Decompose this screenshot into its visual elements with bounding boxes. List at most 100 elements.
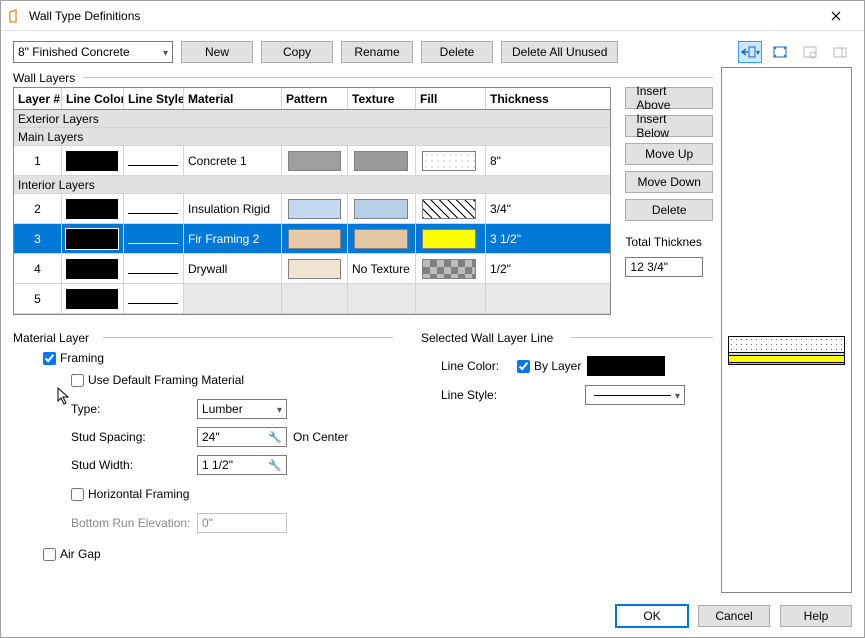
texture-swatch[interactable]	[354, 229, 408, 249]
col-thickness[interactable]: Thickness	[486, 88, 610, 109]
library-icon[interactable]	[828, 41, 852, 63]
line-color-chip[interactable]	[66, 289, 118, 309]
full-extent-icon[interactable]	[768, 41, 792, 63]
stud-width-input[interactable]: 1 1/2"🔧	[197, 455, 287, 475]
cell-layer-num: 2	[14, 194, 62, 223]
col-pattern[interactable]: Pattern	[282, 88, 348, 109]
fill-swatch[interactable]	[422, 229, 476, 249]
cell-thickness: 3/4"	[486, 194, 610, 223]
delete-row-button[interactable]: Delete	[625, 199, 713, 221]
line-style-chip[interactable]	[128, 243, 178, 244]
wrench-icon[interactable]: 🔧	[268, 459, 282, 472]
framing-label: Framing	[60, 351, 104, 365]
ok-button[interactable]: OK	[616, 605, 688, 627]
app-icon	[9, 9, 23, 23]
pattern-swatch[interactable]	[288, 151, 341, 171]
pattern-swatch[interactable]	[288, 229, 341, 249]
air-gap-checkbox[interactable]: Air Gap	[43, 547, 101, 561]
pattern-swatch[interactable]	[288, 199, 341, 219]
main-layers-row[interactable]: Main Layers	[14, 128, 610, 146]
col-material[interactable]: Material	[184, 88, 282, 109]
table-row[interactable]: 1 Concrete 1 8"	[14, 146, 610, 176]
interior-layers-row[interactable]: Interior Layers	[14, 176, 610, 194]
stud-width-label: Stud Width:	[71, 458, 191, 472]
col-linecolor[interactable]: Line Color	[62, 88, 124, 109]
save-view-icon[interactable]	[798, 41, 822, 63]
by-layer-label: By Layer	[534, 359, 581, 373]
move-down-button[interactable]: Move Down	[625, 171, 713, 193]
cell-material: Drywall	[184, 254, 282, 283]
col-fill[interactable]: Fill	[416, 88, 486, 109]
pattern-swatch[interactable]	[288, 259, 341, 279]
rename-button[interactable]: Rename	[341, 41, 413, 63]
line-color-swatch[interactable]	[587, 356, 665, 376]
air-gap-label: Air Gap	[60, 547, 101, 561]
preview-layer	[728, 336, 845, 352]
line-style-label: Line Style:	[441, 388, 511, 402]
close-button[interactable]	[816, 2, 856, 30]
chevron-down-icon	[675, 388, 680, 402]
on-center-label: On Center	[293, 430, 348, 444]
line-color-label: Line Color:	[441, 359, 511, 373]
exterior-layers-row[interactable]: Exterior Layers	[14, 110, 610, 128]
row-action-buttons: Insert Above Insert Below Move Up Move D…	[625, 87, 713, 315]
line-style-chip[interactable]	[128, 303, 178, 304]
by-layer-checkbox[interactable]: By Layer	[517, 359, 581, 373]
table-row[interactable]: 3 Fir Framing 2 3 1/2"	[14, 224, 610, 254]
col-texture[interactable]: Texture	[348, 88, 416, 109]
line-color-chip[interactable]	[66, 259, 118, 279]
move-up-button[interactable]: Move Up	[625, 143, 713, 165]
line-style-select[interactable]	[585, 385, 685, 405]
preview-layer	[728, 362, 845, 365]
dialog-footer: OK Cancel Help	[616, 605, 852, 627]
texture-swatch[interactable]	[354, 151, 408, 171]
table-row[interactable]: 4 Drywall No Texture 1/2"	[14, 254, 610, 284]
wrench-icon[interactable]: 🔧	[268, 431, 282, 444]
horizontal-framing-checkbox[interactable]: Horizontal Framing	[71, 487, 189, 501]
fill-swatch[interactable]	[422, 151, 476, 171]
window-title: Wall Type Definitions	[29, 9, 140, 23]
framing-checkbox[interactable]: Framing	[43, 351, 104, 365]
line-color-chip[interactable]	[66, 199, 118, 219]
cancel-button[interactable]: Cancel	[698, 605, 770, 627]
delete-button[interactable]: Delete	[421, 41, 493, 63]
table-row[interactable]: 5	[14, 284, 610, 314]
cell-material: Fir Framing 2	[184, 224, 282, 253]
line-color-chip[interactable]	[66, 151, 118, 171]
wall-type-value: 8" Finished Concrete	[18, 45, 130, 59]
top-toolbar: 8" Finished Concrete New Copy Rename Del…	[1, 31, 864, 67]
preview-wall	[728, 336, 845, 365]
line-style-chip[interactable]	[128, 273, 178, 274]
fill-swatch[interactable]	[422, 199, 476, 219]
line-style-chip[interactable]	[128, 165, 178, 166]
insert-above-button[interactable]: Insert Above	[625, 87, 713, 109]
view-tool-icons: ▾	[738, 41, 852, 63]
texture-swatch[interactable]	[354, 199, 408, 219]
selected-line-label: Selected Wall Layer Line	[421, 327, 713, 347]
preview-pane	[721, 67, 852, 593]
new-button[interactable]: New	[181, 41, 253, 63]
chevron-down-icon	[163, 45, 168, 59]
delete-unused-button[interactable]: Delete All Unused	[501, 41, 618, 63]
line-color-chip[interactable]	[66, 229, 118, 249]
bottom-run-input: 0"	[197, 513, 287, 533]
stud-spacing-input[interactable]: 24"🔧	[197, 427, 287, 447]
col-layer[interactable]: Layer #	[14, 88, 62, 109]
wall-layers-label: Wall Layers	[13, 67, 713, 87]
copy-button[interactable]: Copy	[261, 41, 333, 63]
fill-swatch[interactable]	[422, 259, 476, 279]
type-select[interactable]: Lumber	[197, 399, 287, 419]
wall-layers-table: Layer # Line Color Line Style Material P…	[13, 87, 611, 315]
fit-view-icon[interactable]: ▾	[738, 41, 762, 63]
total-thickness-input[interactable]: 12 3/4"	[625, 257, 703, 277]
col-linestyle[interactable]: Line Style	[124, 88, 184, 109]
use-default-framing-checkbox[interactable]: Use Default Framing Material	[71, 373, 244, 387]
insert-below-button[interactable]: Insert Below	[625, 115, 713, 137]
line-style-chip[interactable]	[128, 213, 178, 214]
cell-thickness: 3 1/2"	[486, 224, 610, 253]
table-row[interactable]: 2 Insulation Rigid 3/4"	[14, 194, 610, 224]
help-button[interactable]: Help	[780, 605, 852, 627]
preview-layer	[728, 355, 845, 362]
chevron-down-icon	[277, 402, 282, 416]
wall-type-selector[interactable]: 8" Finished Concrete	[13, 41, 173, 63]
